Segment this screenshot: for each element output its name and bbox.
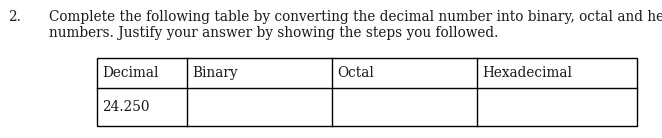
Text: Hexadecimal: Hexadecimal [482,66,572,80]
Text: Octal: Octal [337,66,374,80]
Text: 2.: 2. [8,10,21,24]
Text: Binary: Binary [192,66,238,80]
Text: Complete the following table by converting the decimal number into binary, octal: Complete the following table by converti… [49,10,662,24]
Text: Decimal: Decimal [102,66,158,80]
Bar [97,58,637,126]
Text: 24.250: 24.250 [102,100,150,114]
Text: numbers. Justify your answer by showing the steps you followed.: numbers. Justify your answer by showing … [49,26,498,40]
